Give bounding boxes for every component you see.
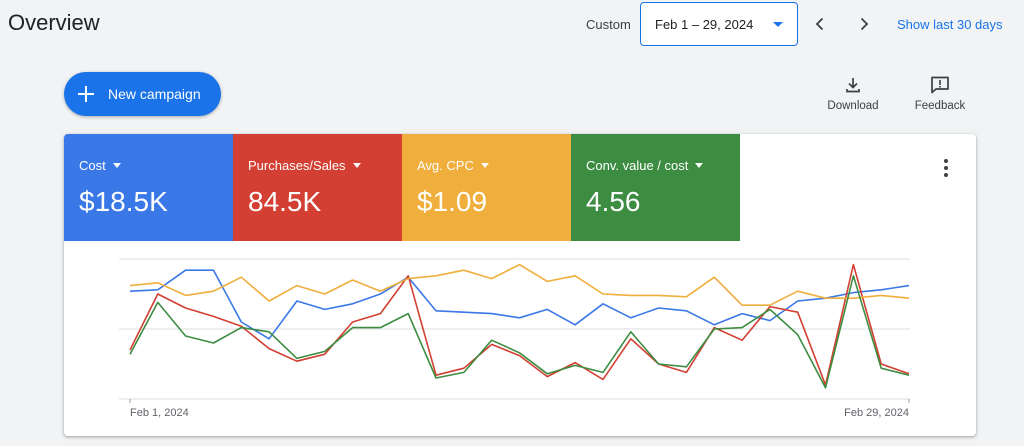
caret-down-icon — [480, 163, 489, 168]
metric-label: Avg. CPC — [417, 158, 474, 173]
metric-label: Purchases/Sales — [248, 158, 346, 173]
caret-down-icon — [773, 22, 783, 27]
metric-value: 84.5K — [248, 186, 322, 217]
metric-value: 4.56 — [586, 186, 641, 217]
download-label: Download — [827, 100, 879, 112]
date-mode-label: Custom — [586, 17, 631, 32]
plus-icon — [78, 86, 94, 102]
metric-value: $1.09 — [417, 186, 488, 217]
previous-period-button[interactable] — [808, 12, 832, 36]
caret-down-icon — [695, 163, 704, 168]
download-button[interactable]: Download — [822, 76, 884, 112]
more-options-icon[interactable] — [940, 159, 952, 177]
date-range-select[interactable]: Feb 1 – 29, 2024 — [640, 2, 798, 46]
download-icon — [846, 78, 860, 93]
x-tick-label: Feb 29, 2024 — [844, 407, 909, 419]
series-line-cost[interactable] — [129, 269, 910, 340]
metric-card-purchases[interactable]: Purchases/Sales 84.5K — [233, 134, 402, 241]
feedback-label: Feedback — [914, 100, 966, 112]
chevron-right-icon — [860, 17, 869, 31]
new-campaign-label: New campaign — [108, 86, 201, 102]
metric-card-avg-cpc[interactable]: Avg. CPC $1.09 — [402, 134, 571, 241]
date-range-value: Feb 1 – 29, 2024 — [655, 16, 754, 32]
metric-value: $18.5K — [79, 186, 168, 217]
chevron-left-icon — [815, 17, 824, 31]
feedback-icon — [931, 76, 949, 94]
feedback-button[interactable]: Feedback — [910, 76, 970, 112]
show-last-30-days-link[interactable]: Show last 30 days — [897, 17, 1003, 32]
performance-line-chart: Feb 1, 2024 Feb 29, 2024 — [119, 258, 910, 419]
series-line-conv-value-cost[interactable] — [129, 274, 910, 389]
metric-label: Conv. value / cost — [586, 158, 689, 173]
x-tick-label: Feb 1, 2024 — [130, 407, 189, 419]
next-period-button[interactable] — [852, 12, 876, 36]
series-line-purchases-sales[interactable] — [129, 263, 910, 386]
series-line-avg-cpc[interactable] — [129, 263, 910, 306]
performance-card: Cost $18.5K Purchases/Sales 84.5K Avg. C… — [64, 134, 976, 436]
page-title: Overview — [8, 10, 100, 35]
caret-down-icon — [112, 163, 121, 168]
caret-down-icon — [352, 163, 361, 168]
new-campaign-button[interactable]: New campaign — [64, 72, 221, 116]
metric-label: Cost — [79, 158, 106, 173]
metric-card-conv-value-cost[interactable]: Conv. value / cost 4.56 — [571, 134, 740, 241]
metric-card-cost[interactable]: Cost $18.5K — [64, 134, 233, 241]
